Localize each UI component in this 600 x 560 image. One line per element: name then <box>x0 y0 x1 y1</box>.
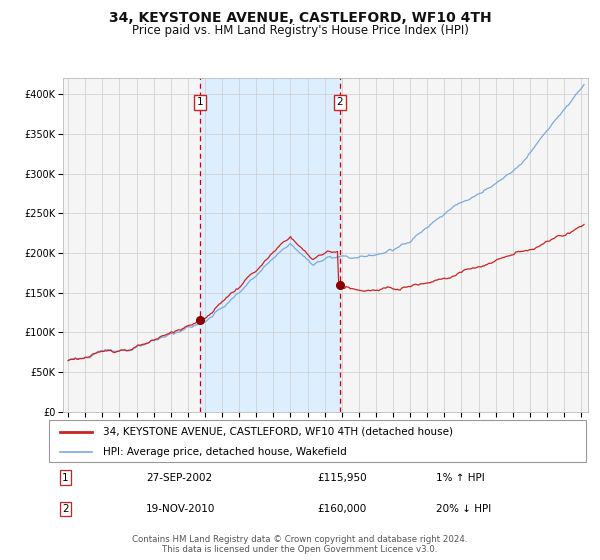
Text: 19-NOV-2010: 19-NOV-2010 <box>146 504 215 514</box>
Text: 2: 2 <box>62 504 68 514</box>
Text: This data is licensed under the Open Government Licence v3.0.: This data is licensed under the Open Gov… <box>163 545 437 554</box>
Text: 27-SEP-2002: 27-SEP-2002 <box>146 473 212 483</box>
Bar <box>200 78 340 412</box>
Text: £115,950: £115,950 <box>318 473 367 483</box>
Text: HPI: Average price, detached house, Wakefield: HPI: Average price, detached house, Wake… <box>103 447 347 457</box>
Text: 1: 1 <box>197 97 203 107</box>
Text: 34, KEYSTONE AVENUE, CASTLEFORD, WF10 4TH (detached house): 34, KEYSTONE AVENUE, CASTLEFORD, WF10 4T… <box>103 427 453 437</box>
Text: £160,000: £160,000 <box>318 504 367 514</box>
Text: Price paid vs. HM Land Registry's House Price Index (HPI): Price paid vs. HM Land Registry's House … <box>131 24 469 37</box>
FancyBboxPatch shape <box>49 420 586 462</box>
Text: 1% ↑ HPI: 1% ↑ HPI <box>436 473 485 483</box>
Text: 1: 1 <box>62 473 68 483</box>
Text: 2: 2 <box>337 97 343 107</box>
Text: 20% ↓ HPI: 20% ↓ HPI <box>436 504 491 514</box>
Text: 34, KEYSTONE AVENUE, CASTLEFORD, WF10 4TH: 34, KEYSTONE AVENUE, CASTLEFORD, WF10 4T… <box>109 11 491 25</box>
Text: Contains HM Land Registry data © Crown copyright and database right 2024.: Contains HM Land Registry data © Crown c… <box>132 535 468 544</box>
